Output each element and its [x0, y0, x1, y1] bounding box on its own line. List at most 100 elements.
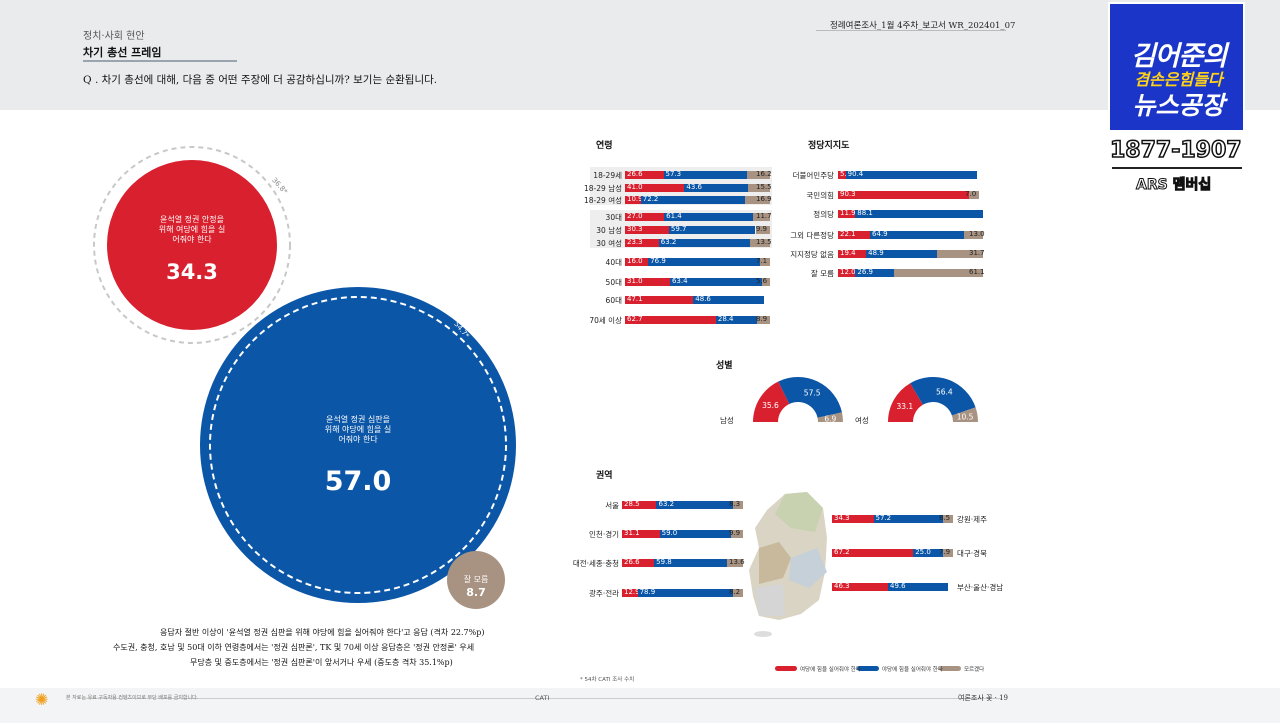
- phone-number: 1877-1907: [1109, 137, 1242, 164]
- judge-value: 57.0: [324, 466, 392, 497]
- region-left-bar-0-2: [732, 501, 743, 509]
- age-bar-5-1: [658, 239, 751, 247]
- age-bar-4-0: [625, 226, 669, 234]
- section-label: 정치·사회 현안: [83, 31, 145, 42]
- region-right-bar-1-0: [832, 549, 914, 557]
- region-left-value-3-1: 78.9: [639, 588, 656, 596]
- age-label-4: 30 남성: [596, 226, 622, 235]
- age-bar-0-2: [746, 171, 770, 179]
- age-bar-0-1: [663, 171, 747, 179]
- stable-prev-ring: [93, 146, 291, 344]
- party-value-1-2: 7.0: [965, 190, 977, 198]
- logo-line2: 겸손은힘들다: [1134, 70, 1223, 89]
- party-label-4: 지지정당 없음: [790, 250, 834, 259]
- party-label-5: 잘 모름: [810, 269, 834, 278]
- bubble-chart: [93, 146, 516, 609]
- gender-title: 성별: [716, 361, 733, 371]
- summary-line-3: 무당층 및 중도층에서는 '정권 심판론'이 앞서거나 우세 (중도층 격차 3…: [190, 658, 453, 667]
- age-bar-3-1: [664, 213, 754, 221]
- party-value-4-2: 31.7: [969, 249, 985, 257]
- age-bar-6-2: [759, 258, 770, 266]
- party-bar-4-1: [866, 250, 938, 258]
- age-bar-7-0: [625, 278, 670, 286]
- footer-disclaimer: 본 자료는 유료 구독자용 컨텐츠이므로 무단 배포를 금지합니다.: [66, 695, 199, 701]
- age-value-2-1: 72.2: [642, 195, 659, 203]
- party-value-2-0: 11.9: [840, 209, 856, 217]
- region-title: 권역: [596, 471, 613, 481]
- region-right-value-0-0: 34.3: [834, 514, 850, 522]
- region-left-bar-0-0: [622, 501, 657, 509]
- party-bar-1-0: [838, 191, 969, 199]
- age-bar-9-1: [715, 316, 758, 324]
- region-right-bar-1-1: [913, 549, 944, 557]
- party-value-3-1: 64.9: [872, 230, 888, 238]
- party-bar-2-0: [838, 210, 856, 218]
- region-left-value-2-1: 59.8: [656, 558, 672, 566]
- region-left-value-3-2: 8.2: [729, 588, 741, 596]
- region-left-value-0-2: 8.3: [729, 500, 741, 508]
- dunno-label: 잘 모름: [463, 575, 489, 584]
- party-label-1: 국민의힘: [806, 191, 834, 200]
- map-region-gangwon: [775, 492, 823, 532]
- party-value-2-1: 88.1: [857, 209, 873, 217]
- age-bar-1-2: [747, 184, 770, 192]
- region-right-value-0-1: 57.2: [875, 514, 892, 522]
- region-right-value-2-1: 49.6: [890, 582, 906, 590]
- stable-value: 34.3: [166, 260, 218, 284]
- region-right-value-1-1: 25.0: [915, 548, 931, 556]
- map-region-jeolla: [755, 584, 785, 616]
- age-value-3-1: 61.4: [666, 212, 682, 220]
- sun-icon: ✺: [35, 690, 49, 709]
- age-value-4-1: 59.7: [670, 225, 687, 233]
- age-bar-4-2: [755, 226, 770, 234]
- party-bar-3-1: [870, 231, 965, 239]
- party-label-0: 더불어민주당: [792, 171, 834, 180]
- age-bar-1-0: [625, 184, 685, 192]
- age-value-4-0: 30.3: [627, 225, 643, 233]
- age-value-6-0: 16.0: [627, 257, 643, 265]
- channel-logo: 김어준의 겸손은힘들다 뉴스공장: [1108, 2, 1245, 132]
- age-value-8-0: 47.1: [627, 295, 643, 303]
- gender-0-value-2: 6.9: [824, 414, 836, 423]
- question-text: Q . 차기 총선에 대해, 다음 중 어떤 주장에 더 공감하십니까? 보기는…: [83, 74, 438, 86]
- age-bar-3-2: [753, 213, 770, 221]
- region-left-value-1-1: 59.0: [661, 529, 678, 537]
- footnote: * 54차 CATI 조사 수치: [580, 677, 635, 683]
- gender-female-label: 여성: [855, 416, 869, 425]
- age-value-2-2: 16.9: [756, 195, 772, 203]
- region-left-label-0: 서울: [605, 501, 619, 510]
- gender-1-value-1: 56.4: [936, 388, 953, 397]
- legend-label-1: 여당에 힘을 실어줘야 한다: [800, 667, 861, 673]
- region-left-value-0-1: 63.2: [658, 500, 675, 508]
- age-label-5: 30 여성: [596, 239, 622, 248]
- age-value-0-1: 57.3: [665, 170, 682, 178]
- stable-bubble: [107, 160, 277, 330]
- stable-label: 윤석열 정권 안정을 위해 여당에 힘을 실어줘야 한다: [158, 215, 226, 244]
- age-value-6-1: 76.9: [650, 257, 666, 265]
- party-value-1-0: 90.3: [840, 190, 856, 198]
- age-bar-6-0: [625, 258, 649, 266]
- age-bar-7-2: [761, 278, 770, 286]
- party-bar-5-2: [894, 269, 983, 277]
- age-label-7: 50대: [605, 278, 622, 287]
- party-bar-1-2: [968, 191, 980, 199]
- age-bar-9-0: [625, 316, 716, 324]
- page-title: 차기 총선 프레임: [83, 46, 162, 59]
- gender-0-slice-1: [778, 377, 842, 418]
- region-left-bar-2-2: [726, 559, 743, 567]
- region-right-bar-2-0: [832, 583, 889, 591]
- party-bar-0-0: [838, 171, 846, 179]
- age-value-9-0: 62.7: [627, 315, 643, 323]
- region-right-value-0-2: 8.5: [939, 514, 951, 522]
- region-left-bar-3-0: [622, 589, 638, 597]
- party-bar-5-1: [855, 269, 895, 277]
- age-value-6-2: 7.1: [756, 257, 768, 265]
- party-value-4-1: 48.9: [868, 249, 884, 257]
- party-bar-0-1: [845, 171, 977, 179]
- footer-center: CATI: [535, 694, 550, 702]
- age-bar-6-1: [648, 258, 760, 266]
- gender-1-slice-1: [910, 377, 976, 416]
- party-label-2: 정의당: [813, 210, 834, 219]
- age-bar-3-0: [625, 213, 665, 221]
- age-label-8: 60대: [605, 296, 622, 305]
